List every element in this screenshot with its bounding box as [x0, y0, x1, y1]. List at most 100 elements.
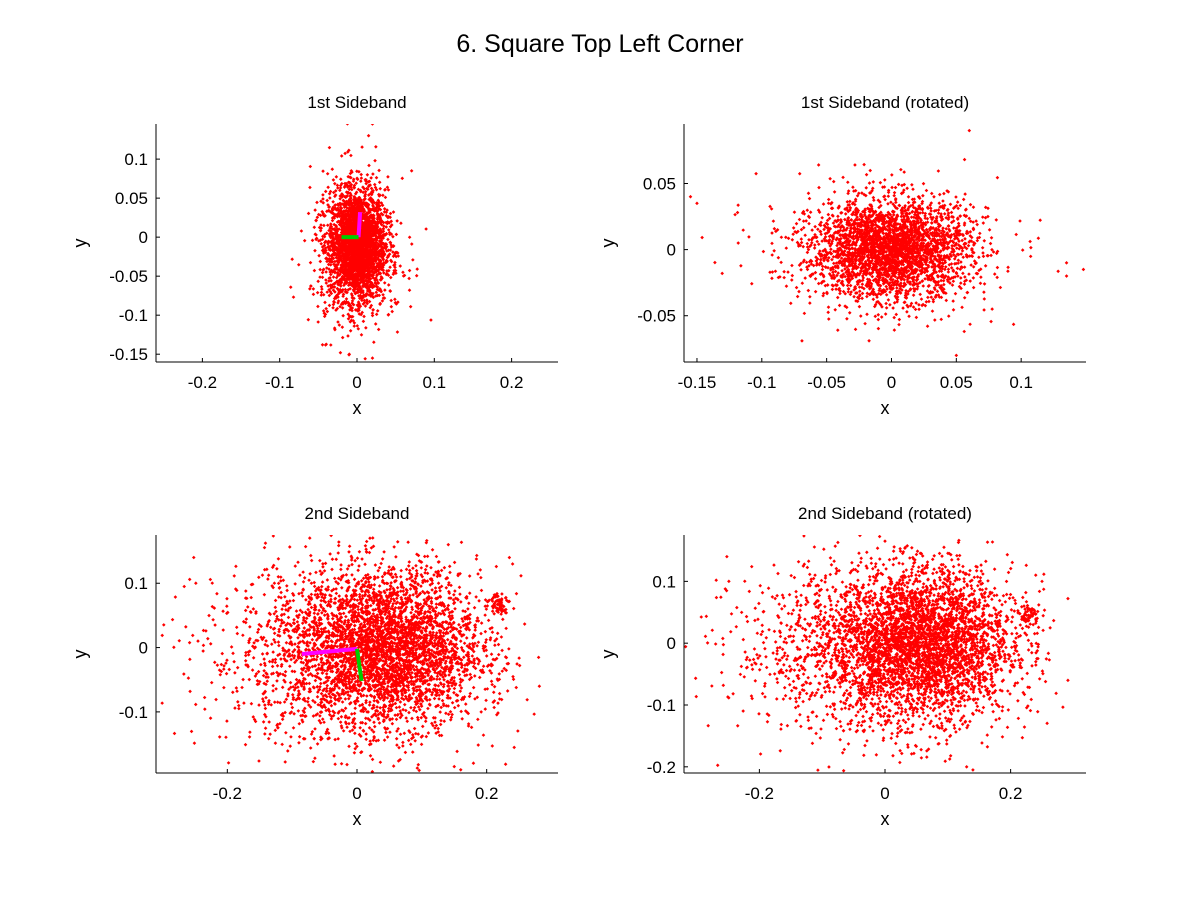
data-point: [927, 299, 931, 304]
data-point: [831, 237, 836, 241]
data-point: [367, 179, 372, 184]
data-point: [352, 185, 357, 190]
data-point: [315, 215, 320, 220]
data-point: [929, 278, 933, 282]
data-point: [917, 307, 921, 312]
data-point: [334, 247, 338, 252]
data-point: [857, 234, 862, 239]
data-point: [790, 273, 795, 278]
data-point: [383, 288, 387, 292]
data-point: [904, 252, 908, 257]
data-point: [940, 217, 945, 221]
data-point: [340, 260, 345, 265]
data-point: [349, 306, 353, 310]
data-point: [363, 201, 368, 206]
data-point: [944, 226, 949, 231]
data-point: [348, 219, 352, 224]
data-point: [910, 249, 915, 253]
data-point: [368, 253, 372, 257]
data-point: [971, 276, 976, 280]
data-point: [886, 188, 891, 193]
data-point: [892, 328, 897, 332]
data-point: [332, 296, 337, 301]
data-point: [334, 293, 339, 298]
data-point: [844, 270, 848, 275]
data-point: [362, 187, 367, 191]
data-point: [898, 286, 903, 291]
data-point: [334, 229, 339, 233]
data-point: [335, 227, 340, 232]
data-point: [371, 237, 375, 242]
data-point: [376, 200, 381, 205]
data-point: [341, 262, 345, 267]
data-point: [326, 239, 331, 244]
data-point: [952, 205, 957, 209]
data-point: [376, 250, 381, 255]
data-point: [327, 257, 332, 261]
data-point: [888, 302, 892, 307]
data-point: [961, 233, 965, 238]
data-point: [346, 150, 350, 154]
data-point: [388, 215, 392, 220]
data-point: [389, 232, 394, 236]
data-point: [334, 223, 338, 228]
data-point: [321, 251, 326, 255]
data-point: [349, 175, 353, 180]
data-point: [368, 305, 373, 310]
data-point: [340, 195, 344, 199]
data-point: [978, 281, 983, 286]
data-point: [878, 286, 882, 291]
data-point: [909, 301, 914, 306]
data-point: [353, 254, 358, 258]
data-point: [803, 233, 807, 238]
data-point: [979, 275, 983, 279]
data-point: [350, 170, 354, 174]
data-point: [884, 306, 889, 310]
data-point: [332, 245, 336, 250]
data-point: [940, 228, 945, 233]
data-point: [950, 246, 954, 251]
data-point: [923, 220, 928, 225]
data-point: [334, 308, 338, 312]
data-point: [955, 216, 960, 221]
data-point: [939, 249, 943, 253]
data-point: [367, 270, 371, 275]
data-point: [338, 350, 343, 355]
data-point: [846, 287, 851, 291]
data-point: [359, 172, 363, 177]
data-point: [891, 306, 895, 310]
data-point: [380, 276, 384, 280]
data-point: [360, 202, 365, 207]
data-point: [364, 261, 369, 265]
data-point: [394, 232, 399, 237]
data-point: [372, 244, 377, 249]
data-point: [364, 249, 369, 253]
data-point: [341, 275, 345, 280]
data-point: [339, 238, 343, 243]
data-point: [930, 265, 934, 269]
data-point: [348, 225, 353, 230]
data-point: [355, 206, 359, 210]
data-point: [361, 284, 365, 289]
data-point: [319, 290, 324, 295]
data-point: [348, 314, 353, 319]
data-point: [799, 240, 804, 245]
data-point: [331, 205, 335, 210]
data-point: [324, 270, 328, 274]
data-point: [322, 243, 327, 248]
data-point: [352, 237, 357, 242]
data-point: [837, 303, 842, 308]
data-point: [362, 207, 366, 212]
data-point: [359, 176, 364, 180]
data-point: [351, 269, 356, 274]
data-point: [865, 284, 869, 289]
data-point: [373, 240, 378, 245]
data-point: [348, 319, 353, 324]
data-point: [351, 200, 356, 205]
data-point: [370, 124, 375, 126]
data-point: [316, 279, 320, 284]
data-point: [349, 232, 353, 237]
data-point: [337, 214, 342, 219]
data-point: [824, 255, 828, 260]
